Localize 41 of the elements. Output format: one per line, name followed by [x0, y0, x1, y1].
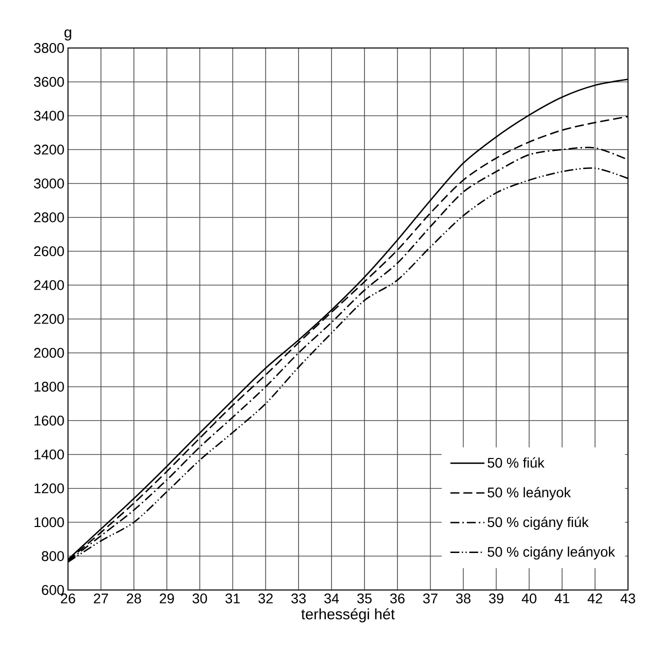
- x-tick-label: 39: [489, 594, 504, 604]
- y-tick-label: 3800: [34, 43, 64, 53]
- x-tick-label: 42: [588, 594, 602, 604]
- x-tick-label: 30: [192, 594, 207, 604]
- x-tick-label: 27: [94, 594, 108, 604]
- x-tick-label: 34: [324, 594, 339, 604]
- y-tick-label: 3400: [34, 110, 64, 121]
- x-tick-label: 35: [357, 594, 372, 604]
- y-axis-title: g: [64, 29, 72, 40]
- legend-label: 50 % leányok: [488, 486, 571, 500]
- x-tick-label: 26: [60, 594, 76, 604]
- x-tick-label: 32: [258, 594, 273, 604]
- x-tick-label: 38: [456, 594, 470, 604]
- x-tick-label: 36: [390, 594, 405, 604]
- x-axis-title: terhességi hét: [301, 608, 395, 622]
- y-tick-label: 2200: [34, 314, 64, 324]
- y-tick-label: 3200: [34, 144, 64, 155]
- y-tick-label: 1800: [34, 382, 64, 392]
- y-tick-label: 600: [42, 585, 64, 595]
- y-tick-label: 1000: [34, 517, 64, 528]
- y-tick-label: 800: [42, 551, 64, 562]
- legend-label: 50 % cigány fiúk: [488, 516, 589, 530]
- y-tick-label: 1600: [34, 416, 64, 426]
- x-tick-label: 28: [126, 594, 142, 604]
- x-tick-label: 29: [160, 594, 174, 604]
- y-tick-label: 2600: [34, 246, 64, 256]
- x-tick-label: 37: [423, 594, 438, 604]
- x-tick-label: 40: [522, 594, 536, 604]
- y-tick-label: 2400: [34, 280, 64, 290]
- y-tick-label: 1400: [34, 450, 64, 460]
- y-tick-label: 3600: [34, 76, 64, 87]
- legend-label: 50 % fiúk: [488, 457, 544, 468]
- x-tick-label: 31: [225, 594, 240, 604]
- x-tick-label: 33: [291, 594, 306, 604]
- y-tick-label: 3000: [34, 178, 64, 188]
- legend-label: 50 % cigány leányok: [488, 546, 616, 560]
- x-tick-label: 43: [620, 594, 636, 604]
- y-tick-label: 2000: [34, 348, 64, 358]
- x-tick-label: 41: [554, 594, 570, 604]
- y-tick-label: 2800: [34, 212, 64, 222]
- y-tick-label: 1200: [34, 483, 64, 494]
